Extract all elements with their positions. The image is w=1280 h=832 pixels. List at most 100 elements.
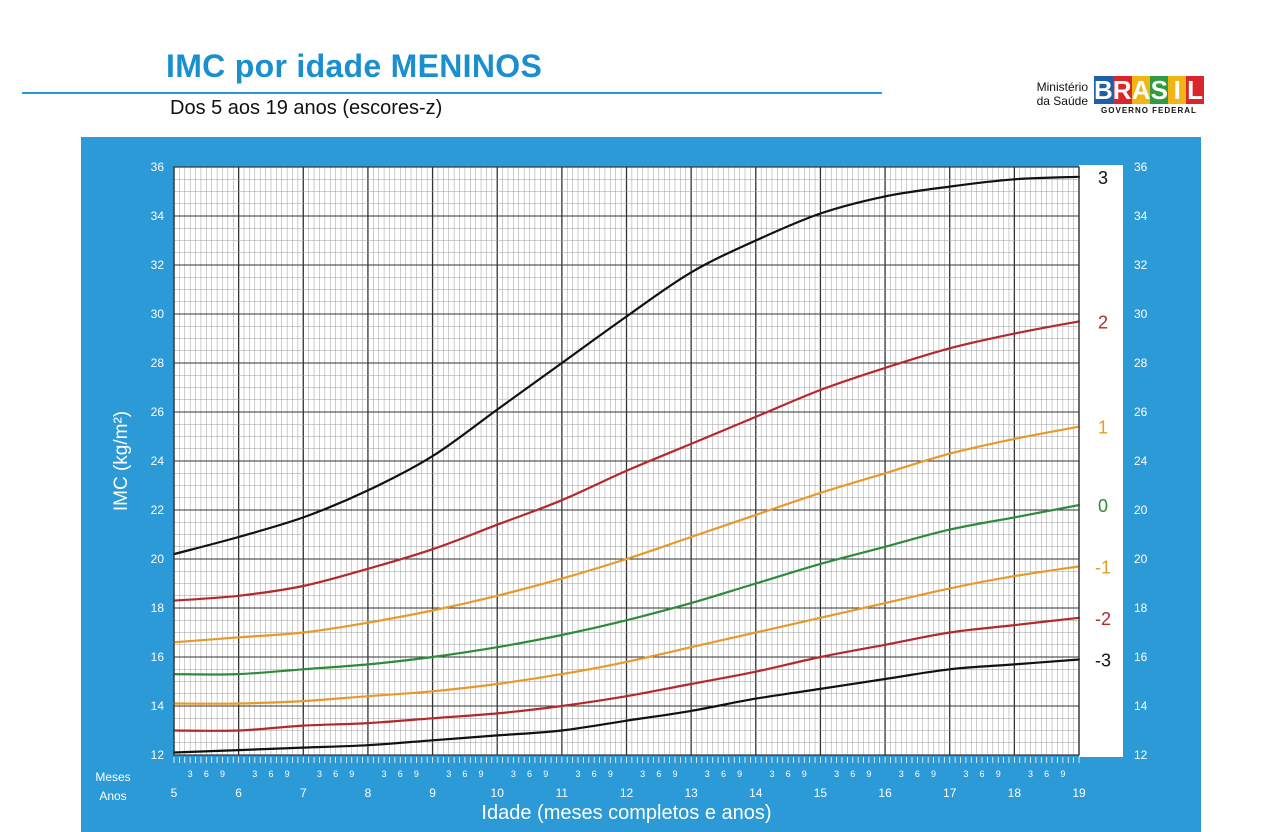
month-tick-label: 6: [656, 769, 661, 779]
y-tick-label-left: 30: [151, 307, 165, 321]
series-label-z2: 2: [1098, 312, 1108, 332]
month-tick-label: 3: [446, 769, 451, 779]
y-tick-label-left: 16: [151, 650, 165, 664]
year-tick-label: 5: [171, 786, 178, 800]
year-tick-label: 14: [749, 786, 763, 800]
y-tick-label-right: 34: [1134, 209, 1148, 223]
page-title: IMC por idade MENINOS: [166, 48, 542, 85]
year-tick-label: 13: [684, 786, 698, 800]
month-tick-label: 6: [268, 769, 273, 779]
month-tick-label: 3: [511, 769, 516, 779]
month-tick-label: 9: [737, 769, 742, 779]
year-tick-label: 16: [878, 786, 892, 800]
year-tick-label: 10: [491, 786, 505, 800]
year-tick-label: 9: [429, 786, 436, 800]
y-tick-label-left: 36: [151, 160, 165, 174]
y-tick-label-right: 28: [1134, 356, 1148, 370]
month-tick-label: 3: [899, 769, 904, 779]
month-tick-label: 6: [398, 769, 403, 779]
month-tick-label: 9: [285, 769, 290, 779]
month-tick-label: 3: [705, 769, 710, 779]
month-tick-label: 3: [1028, 769, 1033, 779]
y-tick-label-right: 24: [1134, 454, 1148, 468]
page-subtitle: Dos 5 aos 19 anos (escores-z): [170, 97, 442, 120]
month-tick-label: 9: [672, 769, 677, 779]
series-label-z0: 0: [1098, 496, 1108, 516]
y-axis-label: IMC (kg/m²): [111, 411, 132, 511]
year-tick-label: 12: [620, 786, 634, 800]
brasil-letter: S: [1150, 76, 1168, 104]
y-tick-label-right: 26: [1134, 405, 1148, 419]
month-tick-label: 6: [333, 769, 338, 779]
month-tick-label: 6: [721, 769, 726, 779]
series-label-z-1: -1: [1095, 557, 1111, 577]
y-tick-label-right: 20: [1134, 552, 1148, 566]
month-tick-label: 3: [834, 769, 839, 779]
month-tick-label: 6: [204, 769, 209, 779]
y-tick-label-right: 12: [1134, 748, 1148, 762]
month-tick-label: 3: [963, 769, 968, 779]
y-tick-label-left: 22: [151, 503, 165, 517]
brasil-logo-letters: BRASIL: [1094, 76, 1204, 104]
month-tick-label: 9: [220, 769, 225, 779]
month-tick-label: 9: [414, 769, 419, 779]
brasil-letter: R: [1113, 76, 1132, 104]
month-tick-label: 6: [980, 769, 985, 779]
y-tick-label-right: 14: [1134, 699, 1148, 713]
y-tick-label-right: 16: [1134, 650, 1148, 664]
series-label-z1: 1: [1098, 418, 1108, 438]
brasil-letter: A: [1132, 76, 1151, 104]
y-tick-label-left: 32: [151, 258, 165, 272]
month-tick-label: 9: [931, 769, 936, 779]
year-tick-label: 17: [943, 786, 957, 800]
y-tick-label-left: 14: [151, 699, 165, 713]
month-tick-label: 6: [915, 769, 920, 779]
year-tick-label: 11: [556, 786, 569, 800]
month-tick-label: 9: [608, 769, 613, 779]
bmi-chart: 1214161820222426283032343612141618202024…: [81, 137, 1201, 832]
series-label-z-3: -3: [1095, 650, 1111, 670]
y-tick-label-left: 18: [151, 601, 165, 615]
y-tick-label-right: 32: [1134, 258, 1148, 272]
brasil-letter: I: [1168, 76, 1186, 104]
month-tick-label: 9: [543, 769, 548, 779]
title-divider: [22, 92, 882, 94]
y-tick-label-right: 20: [1134, 503, 1148, 517]
month-tick-label: 9: [866, 769, 871, 779]
month-tick-label: 3: [188, 769, 193, 779]
month-tick-label: 6: [786, 769, 791, 779]
month-tick-label: 9: [349, 769, 354, 779]
month-tick-label: 3: [640, 769, 645, 779]
month-tick-label: 9: [996, 769, 1001, 779]
month-tick-label: 3: [252, 769, 257, 779]
y-tick-label-left: 12: [151, 748, 165, 762]
y-tick-label-right: 36: [1134, 160, 1148, 174]
y-tick-label-left: 34: [151, 209, 165, 223]
series-label-z3: 3: [1098, 168, 1108, 188]
month-tick-label: 6: [527, 769, 532, 779]
brasil-letter: B: [1094, 76, 1113, 104]
month-tick-label: 3: [382, 769, 387, 779]
month-tick-label: 6: [592, 769, 597, 779]
month-tick-label: 3: [576, 769, 581, 779]
brasil-letter: L: [1186, 76, 1204, 104]
month-tick-label: 6: [1044, 769, 1049, 779]
month-tick-label: 9: [1060, 769, 1065, 779]
month-tick-label: 6: [850, 769, 855, 779]
year-tick-label: 18: [1008, 786, 1022, 800]
month-tick-label: 3: [769, 769, 774, 779]
y-tick-label-right: 30: [1134, 307, 1148, 321]
ministry-line-1: Ministério: [1037, 80, 1088, 94]
month-tick-label: 3: [317, 769, 322, 779]
years-axis-label: Anos: [99, 789, 126, 803]
series-label-z-2: -2: [1095, 609, 1111, 629]
year-tick-label: 7: [300, 786, 307, 800]
months-axis-label: Meses: [95, 770, 130, 784]
x-axis-label: Idade (meses completos e anos): [481, 802, 771, 824]
year-tick-label: 6: [235, 786, 242, 800]
y-tick-label-left: 26: [151, 405, 165, 419]
ministry-logo-text: Ministério da Saúde: [1037, 80, 1088, 108]
month-tick-label: 9: [479, 769, 484, 779]
y-tick-label-left: 24: [151, 454, 165, 468]
y-tick-label-left: 20: [151, 552, 165, 566]
